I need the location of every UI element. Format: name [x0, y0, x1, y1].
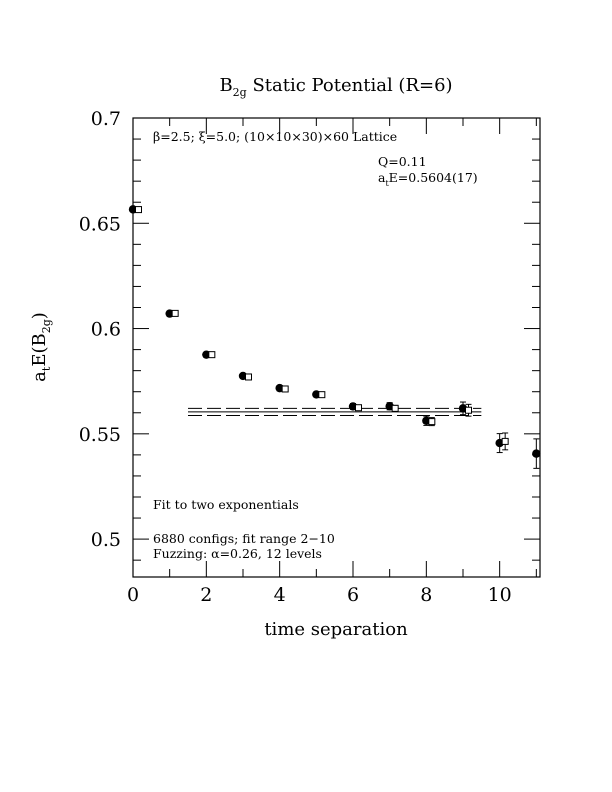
annotation-lattice: β=2.5; ξ=5.0; (10×10×30)×60 Lattice [153, 129, 397, 144]
y-axis-label-pre: a [29, 371, 50, 382]
chart-title: B2g Static Potential (R=6) [219, 75, 452, 99]
x-tick-label: 2 [200, 584, 212, 606]
data-point-square [465, 406, 472, 414]
data-point-square [501, 437, 509, 445]
data-point-square [135, 206, 142, 214]
y-tick-label: 0.5 [91, 529, 121, 551]
data-point-square [318, 391, 326, 399]
annotation-q: Q=0.11 [378, 154, 427, 169]
data-point-square [281, 385, 289, 393]
annotation-fuzzing: Fuzzing: α=0.26, 12 levels [153, 546, 322, 561]
data-point-square [171, 309, 179, 317]
y-axis-label: atE(B2g) [29, 312, 53, 382]
y-axis-label-pre-sub: t [40, 366, 53, 371]
x-tick-label: 0 [127, 584, 139, 606]
y-axis-label-mid: E(B [29, 333, 50, 366]
annotation-energy-post: E=0.5604(17) [389, 170, 478, 185]
y-axis-label-mid-sub: 2g [40, 319, 53, 333]
y-tick-label: 0.65 [79, 213, 121, 235]
annotation-energy-pre: a [378, 170, 386, 185]
annotation-fit: Fit to two exponentials [153, 497, 299, 512]
y-tick-label: 0.7 [91, 108, 121, 130]
annotation-configs: 6880 configs; fit range 2−10 [153, 531, 335, 546]
data-point-square [355, 404, 362, 412]
data-point-square [391, 404, 399, 412]
annotation-energy: atE=0.5604(17) [378, 170, 478, 188]
tick-labels: 0 2 4 6 8 10 0.5 0.55 0.6 0.65 0.7 [79, 108, 512, 606]
plot-frame [132, 117, 541, 578]
data-point-square [428, 418, 436, 426]
x-tick-label: 8 [420, 584, 432, 606]
x-tick-label: 10 [488, 584, 512, 606]
y-tick-label: 0.55 [79, 424, 121, 446]
axis-ticks [132, 117, 540, 577]
chart-title-base: B [219, 75, 232, 96]
x-tick-label: 4 [274, 584, 286, 606]
x-axis-label: time separation [264, 619, 408, 640]
data-point-square [245, 373, 252, 381]
data-point-square [208, 351, 216, 359]
x-tick-label: 6 [347, 584, 359, 606]
data-points [128, 205, 541, 469]
data-point-circle [532, 449, 541, 458]
y-axis-label-post: ) [29, 312, 50, 319]
chart-title-sub: 2g [233, 86, 247, 99]
y-tick-label: 0.6 [91, 319, 121, 341]
chart-title-rest: Static Potential (R=6) [247, 75, 453, 96]
annotation-energy-sub: t [385, 179, 389, 188]
fit-band [188, 407, 482, 417]
